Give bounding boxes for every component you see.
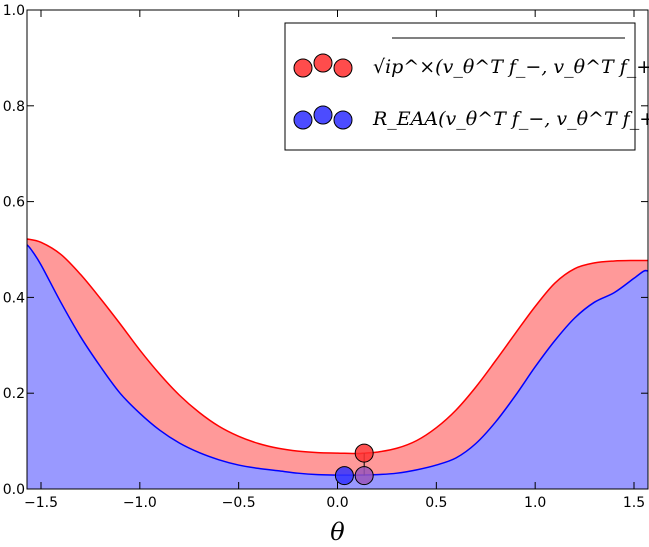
point-markers <box>334 443 374 486</box>
marker-point-0 <box>354 443 374 463</box>
x-tick-label: −0.5 <box>222 495 256 511</box>
axis-ticks <box>27 9 648 490</box>
y-tick-label: 0.4 <box>3 290 25 306</box>
legend: √ip^×(v_θ^T f_−, v_θ^T f_+) R_EAA(v_θ^T f… <box>284 22 649 151</box>
x-tick-label: 1.5 <box>623 495 645 511</box>
x-axis-label: θ <box>330 518 345 546</box>
legend-marker <box>313 53 333 73</box>
marker-point-1 <box>334 466 354 486</box>
legend-marker <box>333 58 353 78</box>
y-tick-label: 1.0 <box>3 3 25 19</box>
y-tick-label: 0.2 <box>3 386 25 402</box>
series-1-area <box>27 244 648 489</box>
legend-marker <box>333 110 353 130</box>
area-fills <box>27 238 648 489</box>
y-tick-label: 0.0 <box>3 482 25 498</box>
legend-label-0: √ip^×(v_θ^T f_−, v_θ^T f_+) <box>373 56 649 78</box>
legend-marker <box>293 110 313 130</box>
y-tick-label: 0.6 <box>3 195 25 211</box>
x-tick-label: −1.0 <box>123 495 157 511</box>
x-tick-label: 1.0 <box>524 495 546 511</box>
legend-box <box>284 22 636 151</box>
marker-point-2 <box>354 466 374 486</box>
series-0-line <box>26 238 649 455</box>
tick-labels: −1.5 −1.0 −0.5 0.0 0.5 1.0 1.5 0.0 0.2 0.4 0.6 0.8 1… <box>3 3 645 511</box>
legend-marker <box>313 105 333 125</box>
legend-marker <box>293 58 313 78</box>
legend-label-1: R_EAA(v_θ^T f_−, v_θ^T f_+) <box>372 108 649 130</box>
x-tick-label: 0.5 <box>425 495 447 511</box>
y-tick-label: 0.8 <box>3 99 25 115</box>
x-tick-label: 0.0 <box>326 495 348 511</box>
x-tick-label: −1.5 <box>24 495 58 511</box>
